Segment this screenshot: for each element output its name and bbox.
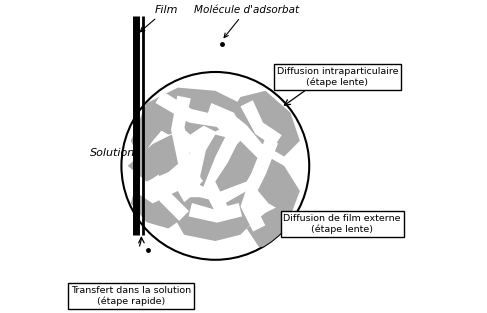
Polygon shape xyxy=(207,103,240,131)
Text: Transfert dans la solution
(étape rapide): Transfert dans la solution (étape rapide… xyxy=(71,286,191,306)
Polygon shape xyxy=(246,203,300,247)
Polygon shape xyxy=(128,135,190,182)
Polygon shape xyxy=(197,103,234,131)
Polygon shape xyxy=(147,175,189,221)
Polygon shape xyxy=(200,135,259,191)
Polygon shape xyxy=(231,91,300,156)
Text: Film: Film xyxy=(140,4,178,32)
Polygon shape xyxy=(241,100,282,146)
Polygon shape xyxy=(203,131,240,213)
Polygon shape xyxy=(171,191,259,241)
Text: Molécule d'adsorbat: Molécule d'adsorbat xyxy=(194,4,299,38)
Text: Solution: Solution xyxy=(90,148,135,158)
Polygon shape xyxy=(188,203,242,223)
Polygon shape xyxy=(200,166,234,194)
Polygon shape xyxy=(131,191,190,228)
Polygon shape xyxy=(241,138,278,232)
Polygon shape xyxy=(147,103,190,135)
Text: Diffusion de film externe
(étape lente): Diffusion de film externe (étape lente) xyxy=(283,214,401,234)
Polygon shape xyxy=(253,153,300,216)
Polygon shape xyxy=(131,88,241,160)
Polygon shape xyxy=(171,96,203,188)
Polygon shape xyxy=(155,91,245,146)
Text: Diffusion intraparticulaire
(étape lente): Diffusion intraparticulaire (étape lente… xyxy=(277,67,398,87)
Circle shape xyxy=(121,72,309,260)
